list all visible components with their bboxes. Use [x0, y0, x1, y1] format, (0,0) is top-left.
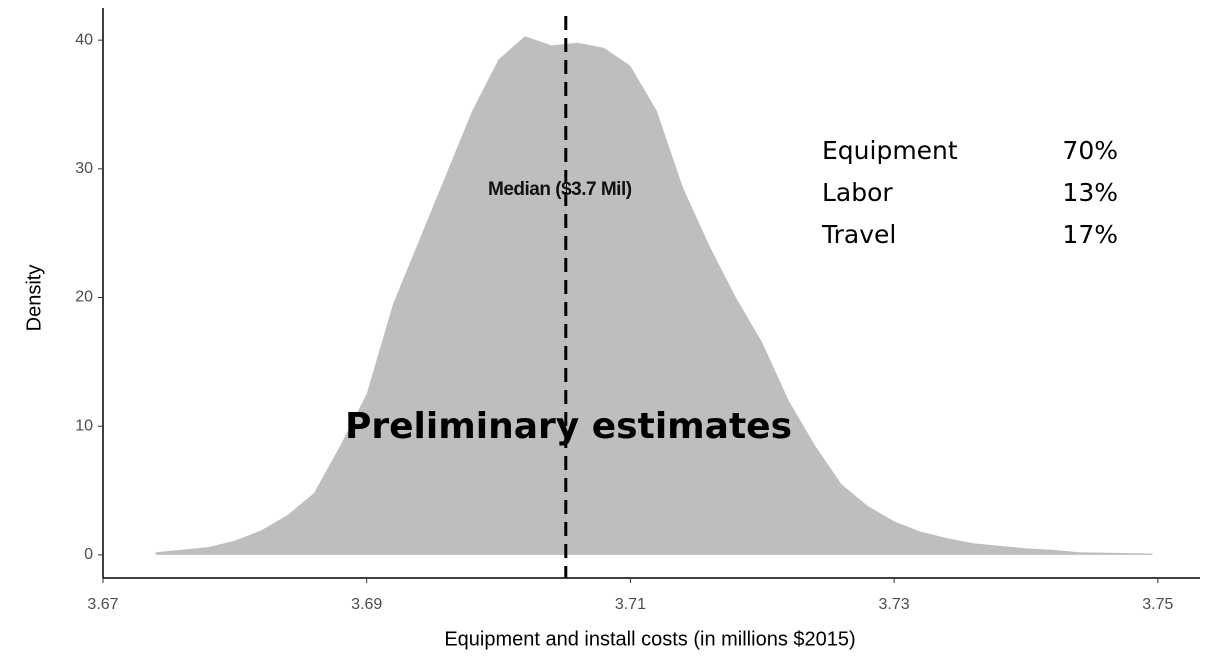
breakdown-value: 70% [1062, 136, 1118, 165]
breakdown-name: Travel [821, 220, 896, 249]
breakdown-name: Equipment [822, 136, 958, 165]
density-area [155, 36, 1153, 555]
x-tick-label: 3.75 [1142, 596, 1173, 613]
median-label: Median ($3.7 Mil) [488, 179, 632, 200]
x-tick-label: 3.69 [351, 596, 382, 613]
y-axis-title: Density [23, 265, 45, 332]
y-tick-label: 10 [75, 417, 93, 434]
y-tick-label: 0 [84, 546, 93, 563]
x-tick-label: 3.73 [879, 596, 910, 613]
annotation: Preliminary estimates [345, 406, 792, 447]
breakdown-name: Labor [822, 178, 893, 207]
y-tick-label: 40 [75, 31, 93, 48]
x-axis-title: Equipment and install costs (in millions… [444, 628, 855, 650]
x-tick-label: 3.71 [615, 596, 646, 613]
breakdown-value: 13% [1062, 178, 1118, 207]
x-tick-label: 3.67 [87, 596, 118, 613]
y-tick-label: 20 [75, 289, 93, 306]
breakdown-value: 17% [1062, 220, 1118, 249]
y-tick-label: 30 [75, 160, 93, 177]
